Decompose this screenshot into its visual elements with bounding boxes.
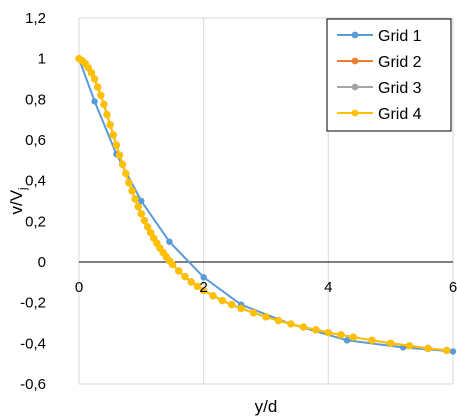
data-point xyxy=(193,282,201,290)
data-point xyxy=(112,141,120,149)
legend: Grid 1 Grid 2 Grid 3 Grid 4 xyxy=(326,18,452,132)
y-axis-title: v/Vj xyxy=(7,187,29,214)
data-point xyxy=(424,344,432,352)
legend-item: Grid 2 xyxy=(337,54,422,71)
data-point xyxy=(228,301,236,309)
legend-label: Grid 2 xyxy=(378,54,422,71)
data-point xyxy=(187,278,195,286)
data-point xyxy=(125,179,133,187)
data-point xyxy=(175,267,183,275)
data-point xyxy=(137,210,145,218)
y-tick-label: -0,6 xyxy=(20,376,46,393)
data-point xyxy=(312,326,320,334)
x-tick-label: 4 xyxy=(324,279,332,296)
data-point xyxy=(122,169,130,178)
ticks-layer: -0,6 -0,4 -0,2 0 0,2 0,4 0,6 0,8 1 1,2 0 2 4 6 xyxy=(20,10,457,393)
data-point xyxy=(324,329,332,337)
legend-swatch-marker xyxy=(351,57,359,65)
data-point xyxy=(405,342,413,350)
data-point xyxy=(166,238,173,245)
data-point xyxy=(443,346,451,354)
data-point xyxy=(138,197,145,205)
data-point xyxy=(387,339,395,347)
data-point xyxy=(249,309,258,317)
series-layer xyxy=(75,55,457,355)
data-point xyxy=(109,131,117,139)
data-point xyxy=(349,333,357,341)
legend-swatch-marker xyxy=(351,83,359,91)
data-point xyxy=(274,317,283,325)
legend-item: Grid 4 xyxy=(337,106,422,123)
y-tick-label: 0,4 xyxy=(25,173,46,190)
y-axis-title-sub: j xyxy=(17,187,29,190)
data-point xyxy=(299,323,307,331)
legend-swatch-marker xyxy=(351,31,359,39)
data-point xyxy=(91,98,98,105)
data-point xyxy=(237,304,245,312)
data-point xyxy=(449,348,457,355)
data-point xyxy=(119,160,127,168)
legend-label: Grid 4 xyxy=(378,106,422,123)
y-tick-label: 0,8 xyxy=(25,91,46,108)
data-point xyxy=(134,203,142,211)
legend-label: Grid 1 xyxy=(378,28,422,45)
data-point xyxy=(115,151,124,159)
series-4 xyxy=(75,55,451,354)
data-point xyxy=(91,75,99,83)
data-point xyxy=(94,83,102,91)
data-point xyxy=(218,297,226,305)
data-point xyxy=(209,292,217,300)
data-point xyxy=(140,216,148,225)
x-tick-label: 0 xyxy=(75,279,83,296)
data-point xyxy=(337,331,345,339)
data-point xyxy=(200,286,208,295)
legend-item: Grid 1 xyxy=(337,28,422,45)
y-axis-title-main: v/V xyxy=(7,189,26,214)
x-axis-title: y/d xyxy=(255,397,278,416)
y-tick-label: 0 xyxy=(38,254,46,271)
y-tick-label: -0,4 xyxy=(20,335,46,352)
x-tick-label: 6 xyxy=(449,279,457,296)
data-point xyxy=(262,313,270,321)
legend-label: Grid 3 xyxy=(378,80,422,97)
data-point xyxy=(200,274,207,281)
data-point xyxy=(144,223,152,231)
x-tick-label: 2 xyxy=(199,279,207,296)
data-point xyxy=(97,91,105,99)
data-point xyxy=(343,337,351,344)
y-tick-label: 0,6 xyxy=(25,132,46,149)
data-point xyxy=(103,111,111,119)
data-point xyxy=(168,260,177,268)
data-point xyxy=(106,121,114,129)
legend-swatch-marker xyxy=(351,109,359,117)
y-tick-label: 1,2 xyxy=(25,10,46,27)
data-point xyxy=(368,336,376,344)
data-point xyxy=(100,100,108,108)
data-point xyxy=(128,187,136,195)
data-point xyxy=(287,320,295,328)
data-point xyxy=(181,273,189,281)
y-tick-label: -0,2 xyxy=(20,295,46,312)
y-tick-label: 1 xyxy=(38,51,46,68)
data-point xyxy=(131,195,139,203)
data-point xyxy=(147,229,155,237)
data-point xyxy=(87,69,96,77)
y-tick-label: 0,2 xyxy=(25,213,46,230)
legend-item: Grid 3 xyxy=(337,80,422,97)
